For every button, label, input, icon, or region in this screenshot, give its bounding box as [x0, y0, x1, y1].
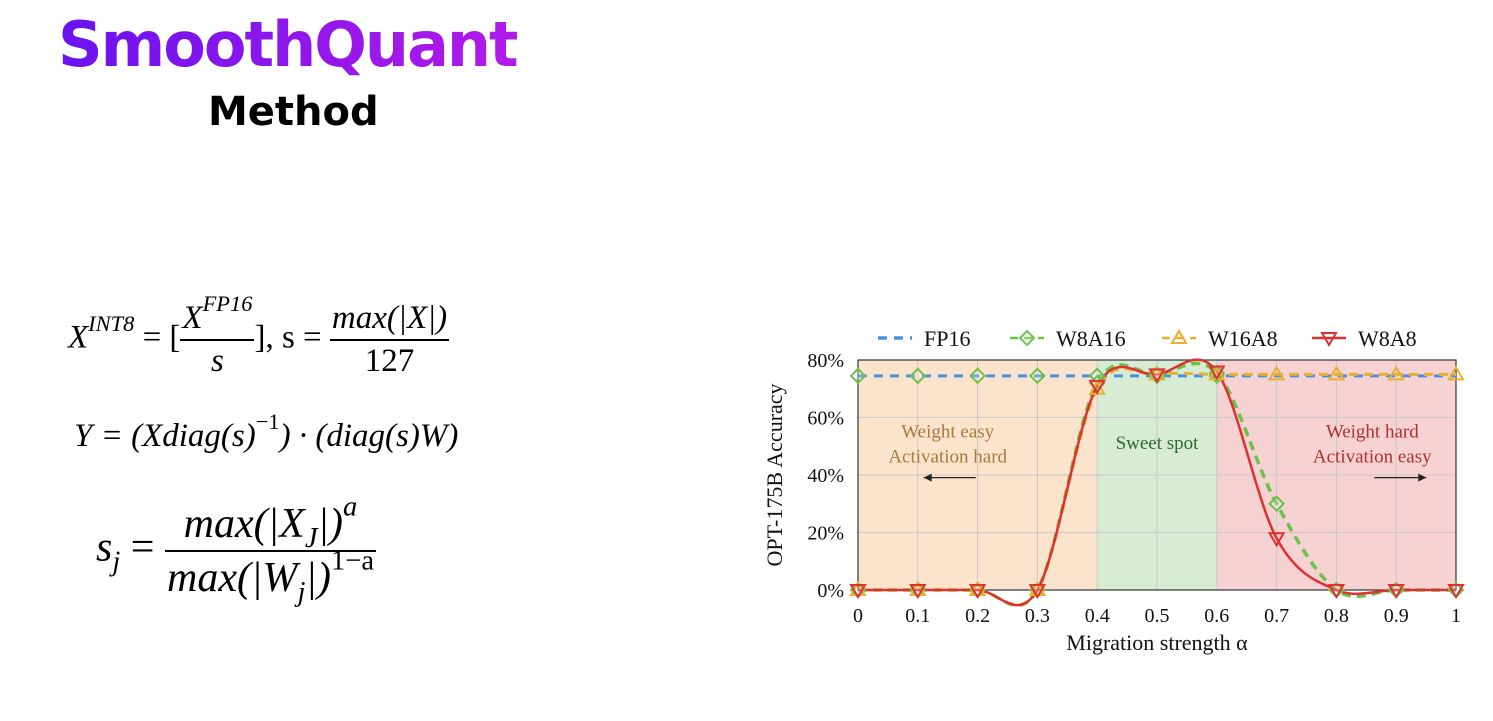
- y-axis-label: OPT-175B Accuracy: [762, 383, 787, 566]
- y-tick-label: 0%: [817, 580, 844, 602]
- x-tick-label: 0.9: [1384, 605, 1409, 627]
- point-W8A8: [1028, 584, 1047, 599]
- legend-W8A8-label: W8A8: [1358, 326, 1417, 351]
- accuracy-chart: Weight easy Activation hard Sweet spot Weig…: [762, 326, 1465, 655]
- region-label-2: Weight hard: [1326, 422, 1419, 443]
- x-tick-label: 0.7: [1264, 605, 1289, 627]
- point-W8A8: [968, 584, 987, 599]
- y-tick-label: 40%: [807, 465, 844, 487]
- point-W8A16: [969, 367, 987, 385]
- point-W16A8: [1387, 365, 1405, 381]
- y-tick-label: 60%: [807, 408, 844, 430]
- left-arrow-head: [923, 473, 932, 482]
- point-W8A8: [849, 584, 867, 599]
- x-tick-label: 0.8: [1324, 605, 1349, 627]
- x-tick-label: 0: [853, 605, 863, 627]
- point-W16A8: [849, 581, 867, 596]
- x-axis-label: Migration strength α: [1066, 630, 1248, 655]
- point-W8A8: [1148, 368, 1166, 384]
- point-W16A8: [968, 581, 987, 596]
- x-tick-label: 0.2: [965, 605, 990, 627]
- point-W8A16-curve: [1268, 495, 1286, 513]
- brand-logo: SmoothQuant: [58, 8, 519, 81]
- point-W8A16: [1028, 367, 1046, 385]
- point-W8A8: [1387, 584, 1405, 599]
- region-label-1: Sweet spot: [1116, 433, 1200, 454]
- point-W8A8: [1267, 532, 1286, 548]
- slide-subtitle: Method: [208, 89, 379, 135]
- x-tick-label: 0.4: [1085, 605, 1110, 627]
- y-tick-label: 80%: [807, 350, 844, 372]
- series-W8A8-line: [858, 358, 1456, 607]
- point-W16A8: [1267, 365, 1286, 381]
- x-tick-label: 0.3: [1025, 605, 1050, 627]
- legend-FP16-label: FP16: [924, 326, 970, 351]
- point-W16A8: [1447, 365, 1465, 381]
- legend-W8A16-marker: [1018, 329, 1036, 347]
- right-arrow-head: [1418, 473, 1427, 482]
- point-W16A8: [1148, 365, 1166, 381]
- plot-frame: [857, 359, 1457, 591]
- x-tick-label: 0.5: [1145, 605, 1170, 627]
- x-tick-label: 0.6: [1204, 605, 1229, 627]
- quantization-equation: XINT8 = [XFP16 s], s = max(|X|) 127: [68, 291, 450, 379]
- legend-W8A16-label: W8A16: [1056, 326, 1126, 351]
- point-W16A8: [1028, 581, 1047, 596]
- y-tick-label: 20%: [807, 523, 844, 545]
- point-W16A8: [1327, 365, 1346, 381]
- scale-equation: sj = max(|XJ|)a max(|Wj|)1−a: [96, 491, 377, 608]
- point-W8A8: [909, 584, 927, 599]
- region-label-0: Weight easy: [901, 422, 994, 443]
- legend-W16A8-marker: [1170, 329, 1188, 344]
- legend-W8A8-marker: [1320, 332, 1338, 347]
- x-tick-label: 1: [1451, 605, 1461, 627]
- region-label-2: Activation easy: [1313, 447, 1432, 468]
- point-W8A8: [1447, 584, 1465, 599]
- point-W16A8: [909, 581, 927, 596]
- region-label-0: Activation hard: [888, 447, 1007, 468]
- point-W8A8: [1327, 584, 1346, 599]
- smoothing-equation: Y = (Xdiag(s)−1) · (diag(s)W): [74, 409, 459, 454]
- point-W8A16: [909, 367, 927, 385]
- point-W8A16: [849, 367, 867, 385]
- point-W8A8: [1088, 379, 1106, 395]
- point-W8A8: [1208, 365, 1226, 381]
- legend-W16A8-label: W16A8: [1208, 326, 1278, 351]
- x-tick-label: 0.1: [905, 605, 930, 627]
